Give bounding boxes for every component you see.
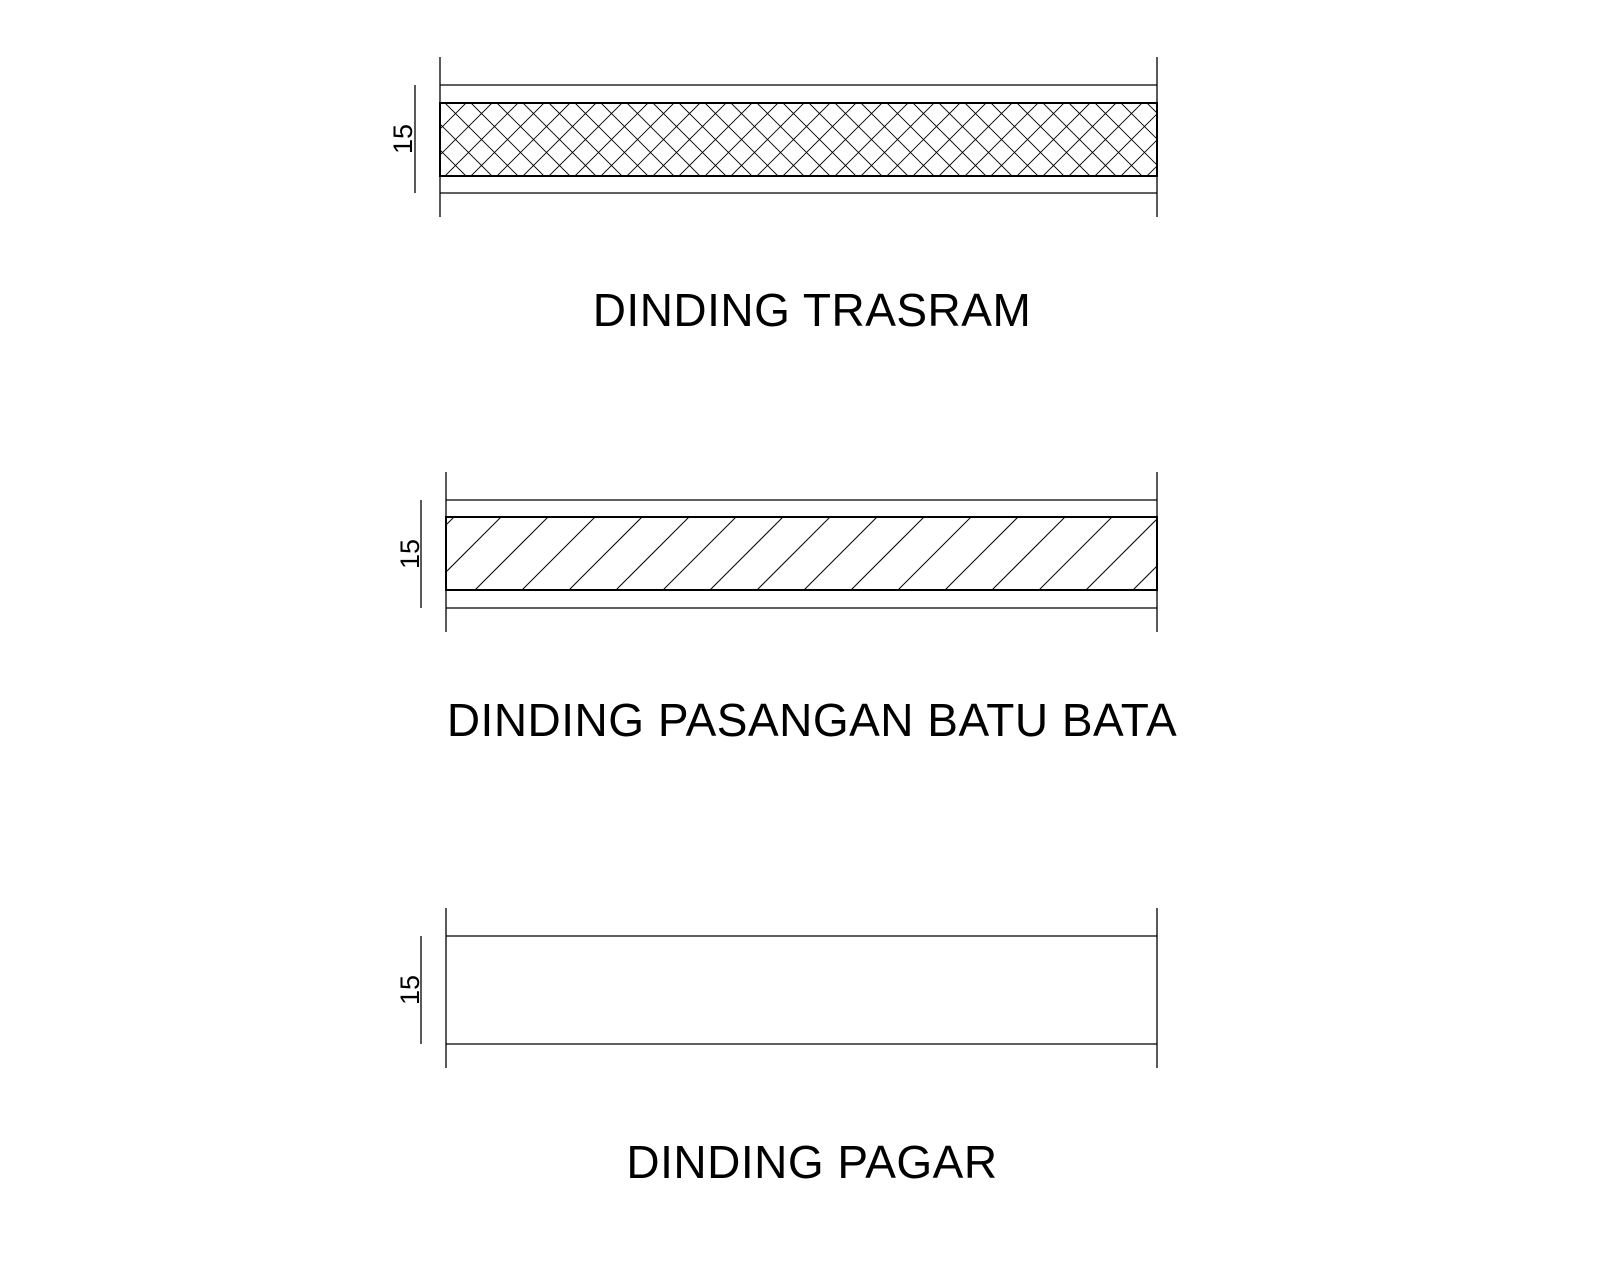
crosshatch-line (470, 103, 545, 176)
bata-diagonal-hatch (446, 517, 1300, 590)
crosshatch-line (1199, 103, 1272, 176)
crosshatch-line (522, 103, 597, 176)
crosshatch-line (1173, 103, 1246, 176)
trasram-section: 15 DINDING TRASRAM (388, 57, 1298, 336)
pagar-section: 15 DINDING PAGAR (395, 908, 1158, 1188)
bata-wall-body (445, 516, 1158, 591)
crosshatch-line (496, 103, 571, 176)
crosshatch-line (886, 103, 961, 176)
crosshatch-line (652, 103, 727, 176)
diagonal-hatch-line (1180, 517, 1253, 590)
diagonal-hatch-line (991, 517, 1066, 590)
diagonal-hatch-line (615, 517, 690, 590)
crosshatch-line (782, 103, 857, 176)
crosshatch-line (1120, 139, 1157, 176)
crosshatch-line (704, 103, 779, 176)
crosshatch-line (990, 103, 1065, 176)
crosshatch-line (440, 123, 493, 176)
bata-dimension-label: 15 (395, 539, 425, 569)
crosshatch-line (1016, 103, 1091, 176)
diagonal-hatch-line (446, 517, 502, 573)
crosshatch-line (574, 103, 649, 176)
diagonal-hatch-line (474, 517, 549, 590)
crosshatch-line (626, 103, 701, 176)
crosshatch-line (1068, 103, 1143, 176)
trasram-crosshatch (440, 103, 1298, 176)
crosshatch-line (964, 103, 1039, 176)
diagonal-hatch-line (756, 517, 831, 590)
crosshatch-line (938, 103, 1013, 176)
diagonal-hatch-line (1038, 517, 1113, 590)
bata-title: DINDING PASANGAN BATU BATA (447, 694, 1177, 746)
diagonal-hatch-line (521, 517, 596, 590)
diagonal-hatch-line (568, 517, 643, 590)
crosshatch-line (756, 103, 831, 176)
crosshatch-line (1042, 103, 1117, 176)
pagar-dimension-label: 15 (395, 975, 425, 1005)
crosshatch-line (440, 149, 467, 176)
crosshatch-line (548, 103, 623, 176)
diagonal-hatch-line (897, 517, 972, 590)
crosshatch-line (600, 103, 675, 176)
diagonal-hatch-line (662, 517, 737, 590)
crosshatch-line (678, 103, 753, 176)
trasram-wall-body (439, 102, 1158, 177)
crosshatch-line (860, 103, 935, 176)
diagonal-hatch-line (944, 517, 1019, 590)
diagonal-hatch-line (1227, 517, 1300, 590)
crosshatch-line (1120, 103, 1157, 140)
diagonal-hatch-line (1085, 518, 1157, 590)
crosshatch-line (834, 103, 909, 176)
crosshatch-line (444, 103, 519, 176)
trasram-title: DINDING TRASRAM (593, 284, 1032, 336)
crosshatch-line (440, 103, 467, 130)
crosshatch-line (1225, 103, 1298, 176)
batu-bata-section: 15 DINDING PASANGAN BATU BATA (395, 472, 1300, 746)
crosshatch-line (808, 103, 883, 176)
crosshatch-line (1094, 103, 1157, 166)
crosshatch-line (912, 103, 987, 176)
diagonal-hatch-line (1132, 565, 1157, 590)
crosshatch-line (1199, 103, 1272, 176)
trasram-dimension-label: 15 (388, 124, 418, 154)
diagonal-hatch-line (803, 517, 878, 590)
pagar-title: DINDING PAGAR (626, 1136, 997, 1188)
crosshatch-line (730, 103, 805, 176)
diagonal-hatch-line (709, 517, 784, 590)
crosshatch-line (1225, 103, 1298, 176)
crosshatch-line (1173, 103, 1246, 176)
diagonal-hatch-line (850, 517, 925, 590)
